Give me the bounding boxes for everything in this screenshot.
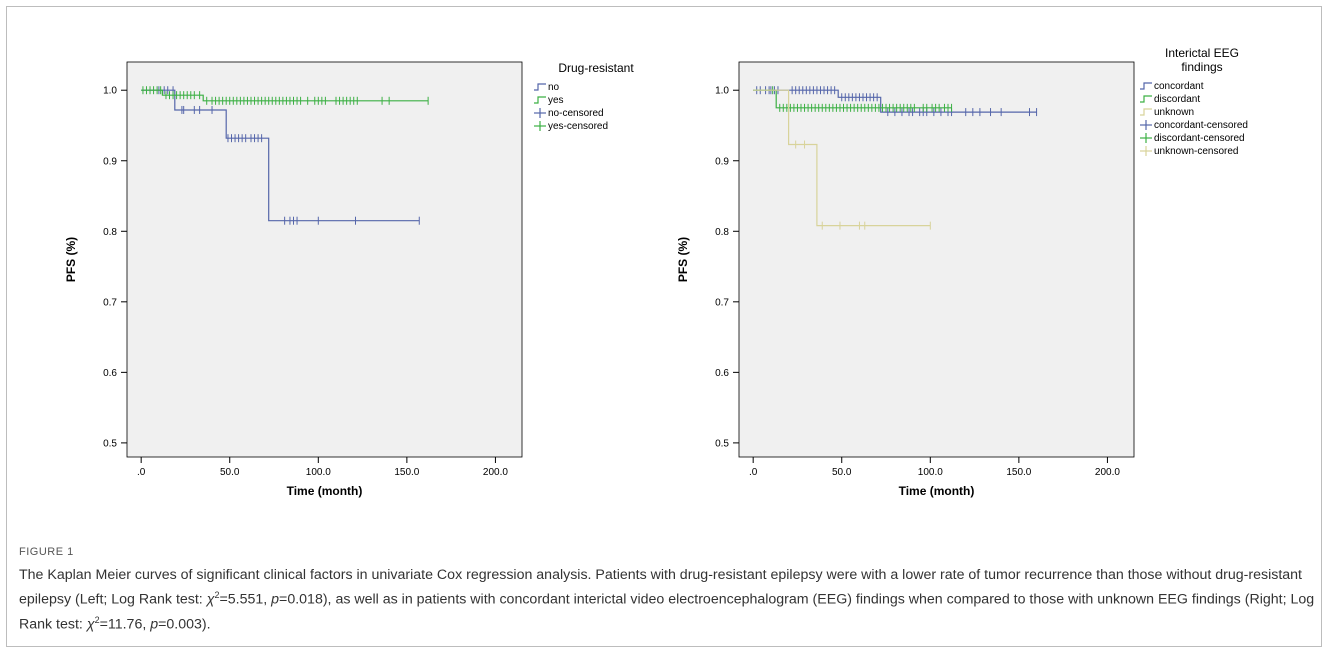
caption-run: =11.76, <box>99 616 151 633</box>
y-axis-label: PFS (%) <box>676 237 690 282</box>
caption-run: =0.003). <box>158 616 211 633</box>
caption-run: =5.551, <box>219 591 272 608</box>
x-tick-label: 150.0 <box>394 467 419 478</box>
x-tick-label: .0 <box>749 467 758 478</box>
x-tick-label: 150.0 <box>1006 467 1031 478</box>
legend-line-swatch <box>1140 108 1152 116</box>
caption-run: 2 <box>94 614 100 625</box>
x-tick-label: 50.0 <box>832 467 852 478</box>
y-tick-label: 1.0 <box>103 86 117 97</box>
legend-label: discordant <box>1154 94 1200 105</box>
legend-label: yes-censored <box>548 121 608 132</box>
figure-label: FIGURE 1 <box>19 546 74 558</box>
caption-run: χ <box>86 616 95 633</box>
y-tick-label: 0.9 <box>715 156 729 167</box>
y-tick-label: 0.7 <box>103 297 117 308</box>
y-tick-label: 0.6 <box>715 368 729 379</box>
caption-run: χ <box>206 591 215 608</box>
plot-area <box>126 61 523 458</box>
legend-label: unknown <box>1154 107 1194 118</box>
series-line-unknown <box>753 89 931 227</box>
x-axis-label: Time (month) <box>899 484 975 498</box>
caption-run: 2 <box>214 590 220 600</box>
caption-run: p <box>271 591 280 608</box>
caption-run: =0.018), as well as in patients with con… <box>19 591 1315 633</box>
y-tick-label: 0.7 <box>715 297 729 308</box>
x-axis-label: Time (month) <box>287 484 363 498</box>
figure-frame: 0.5 0.6 0.7 0.8 0.9 1.0 .0 50.0 100.0 150.0 200.0 T… <box>6 6 1322 647</box>
legend-line-swatch <box>534 83 546 91</box>
y-tick-label: 0.8 <box>103 227 117 238</box>
y-tick-label: 1.0 <box>715 86 729 97</box>
caption-run: p <box>150 616 159 633</box>
legend-label: yes <box>548 95 564 106</box>
legend-line-swatch <box>1140 82 1152 90</box>
y-axis-label: PFS (%) <box>64 237 78 282</box>
legend-title: Drug-resistant <box>558 61 634 75</box>
plot-area <box>738 61 1135 458</box>
caption-run: The Kaplan Meier curves of significant c… <box>19 567 1302 608</box>
x-tick-label: .0 <box>137 467 146 478</box>
legend-line-swatch <box>1140 95 1152 103</box>
legend-line-swatch <box>534 96 546 104</box>
legend-label: concordant <box>1154 81 1204 92</box>
x-tick-label: 200.0 <box>483 467 508 478</box>
series-line-no <box>141 89 420 222</box>
legend-label: no-censored <box>548 108 604 119</box>
x-tick-label: 100.0 <box>918 467 943 478</box>
legend-title: findings <box>1181 60 1222 74</box>
chart-1: 0.5 0.6 0.7 0.8 0.9 1.0 .0 50.0 100.0 150.0 200.0 T… <box>64 61 634 498</box>
legend-label: no <box>548 82 560 93</box>
legend-label: concordant-censored <box>1154 120 1248 131</box>
legend-label: unknown-censored <box>1154 146 1239 157</box>
y-tick-label: 0.5 <box>715 438 729 449</box>
legend-label: discordant-censored <box>1154 133 1245 144</box>
chart-2: 0.5 0.6 0.7 0.8 0.9 1.0 .0 50.0 100.0 150.0 200.0 T… <box>676 46 1248 498</box>
x-tick-label: 200.0 <box>1095 467 1120 478</box>
legend-title: Interictal EEG <box>1165 46 1239 60</box>
figure-plots: 0.5 0.6 0.7 0.8 0.9 1.0 .0 50.0 100.0 150.0 200.0 T… <box>64 46 1248 498</box>
x-tick-label: 100.0 <box>306 467 331 478</box>
y-tick-label: 0.9 <box>103 156 117 167</box>
y-tick-label: 0.6 <box>103 368 117 379</box>
y-tick-label: 0.8 <box>715 227 729 238</box>
x-tick-label: 50.0 <box>220 467 240 478</box>
figure-caption: FIGURE 1 The Kaplan Meier curves of sign… <box>19 546 1319 634</box>
y-tick-label: 0.5 <box>103 438 117 449</box>
caption-text: The Kaplan Meier curves of significant c… <box>19 565 1319 634</box>
